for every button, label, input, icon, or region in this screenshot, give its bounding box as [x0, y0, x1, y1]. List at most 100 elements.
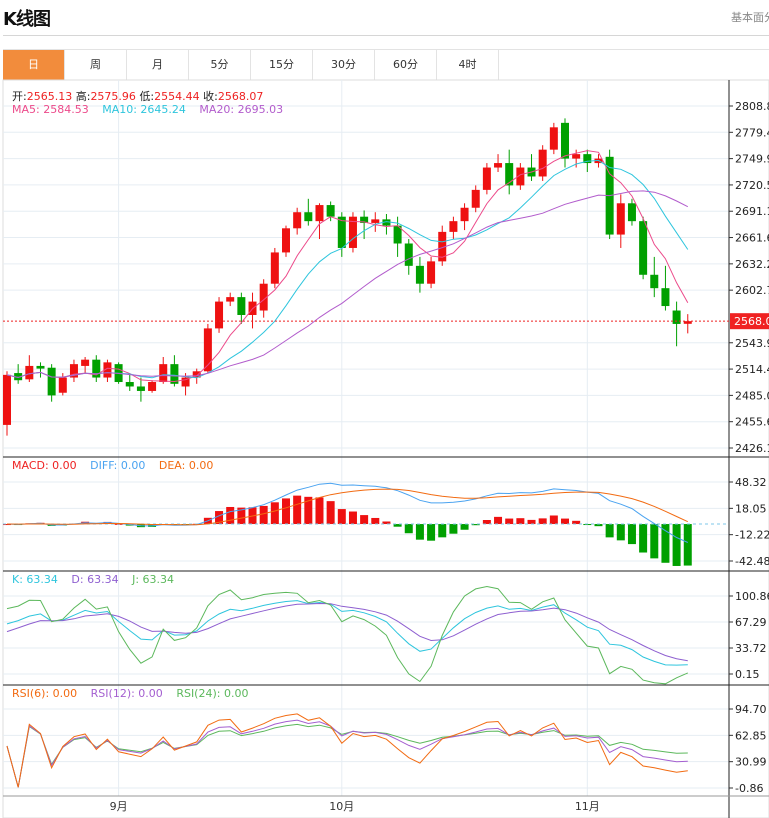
- macd-histogram-bar: [538, 518, 547, 525]
- candle-body: [449, 221, 458, 232]
- rsi-tick-label: 30.99: [735, 756, 767, 769]
- candle-body: [237, 297, 246, 315]
- price-tick-label: 2808.86: [735, 100, 769, 113]
- macd-histogram-bar: [505, 518, 514, 525]
- ohlc-legend: 开:2565.13 高:2575.96 低:2554.44 收:2568.07: [12, 88, 263, 104]
- rsi6-value: RSI(6): 0.00: [12, 687, 78, 700]
- macd-histogram-bar: [605, 524, 614, 538]
- candle-body: [494, 163, 503, 168]
- tab-day[interactable]: 日: [3, 50, 65, 80]
- macd-histogram-bar: [3, 524, 11, 526]
- macd-legend: MACD: 0.00 DIFF: 0.00 DEA: 0.00: [12, 459, 213, 472]
- macd-tick-label: -42.48: [735, 555, 769, 568]
- macd-histogram-bar: [393, 524, 402, 527]
- candle-body: [348, 216, 357, 248]
- macd-histogram-bar: [683, 524, 692, 566]
- candle-body: [661, 288, 670, 307]
- kdj-tick-label: 0.15: [735, 668, 760, 681]
- candle-body: [616, 203, 625, 235]
- price-tick-label: 2485.04: [735, 389, 769, 402]
- candle-body: [650, 274, 659, 289]
- macd-histogram-bar: [304, 496, 313, 525]
- candle-body: [549, 127, 558, 150]
- candle-body: [415, 265, 424, 284]
- rsi-tick-label: -0.86: [735, 782, 763, 795]
- candle-body: [170, 364, 179, 384]
- macd-histogram-bar: [527, 519, 536, 525]
- macd-tick-label: 18.05: [735, 502, 767, 515]
- open-value: 2565.13: [26, 90, 73, 103]
- tab-30min[interactable]: 30分: [313, 50, 375, 80]
- tab-4hour[interactable]: 4时: [437, 50, 499, 80]
- fundamentals-link[interactable]: 基本面分: [731, 11, 769, 24]
- macd-histogram-bar: [639, 524, 648, 553]
- rsi-tick-label: 62.85: [735, 729, 767, 742]
- candle-body: [471, 189, 480, 208]
- candle-body: [181, 377, 190, 387]
- rsi-tick-label: 94.70: [735, 703, 767, 716]
- macd-histogram-bar: [449, 524, 458, 534]
- candle-body: [393, 225, 402, 244]
- macd-histogram-bar: [348, 511, 357, 525]
- tab-month[interactable]: 月: [127, 50, 189, 80]
- price-tick-label: 2779.42: [735, 126, 769, 139]
- candle-body: [326, 205, 335, 217]
- macd-histogram-bar: [404, 524, 413, 534]
- macd-histogram-bar: [516, 518, 525, 525]
- candle-body: [159, 364, 168, 383]
- candle-body: [337, 216, 346, 248]
- candle-body: [639, 221, 648, 275]
- macd-histogram-bar: [572, 520, 581, 525]
- candle-body: [282, 228, 290, 253]
- k-value: K: 63.34: [12, 573, 58, 586]
- ma10-line: [6, 159, 689, 379]
- candle-body: [125, 382, 134, 387]
- macd-value: MACD: 0.00: [12, 459, 77, 472]
- macd-histogram-bar: [494, 516, 503, 525]
- price-tick-label: 2661.67: [735, 232, 769, 245]
- ma5-value: MA5: 2584.53: [12, 103, 89, 116]
- price-tick-label: 2749.98: [735, 153, 769, 166]
- macd-tick-label: 48.32: [735, 476, 767, 489]
- macd-histogram-bar: [226, 506, 235, 525]
- candle-body: [516, 167, 525, 186]
- tab-week[interactable]: 周: [65, 50, 127, 80]
- macd-histogram-bar: [460, 524, 469, 530]
- rsi12-line: [6, 719, 688, 788]
- macd-histogram-bar: [661, 524, 670, 563]
- kdj-tick-label: 100.86: [735, 590, 769, 603]
- macd-histogram-bar: [371, 517, 380, 525]
- chart-frame: [2, 79, 769, 818]
- candle-body: [382, 219, 391, 226]
- candle-body: [438, 231, 447, 262]
- candle-body: [69, 364, 78, 378]
- macd-histogram-bar: [482, 520, 491, 525]
- kdj-legend: K: 63.34 D: 63.34 J: 63.34: [12, 573, 174, 586]
- close-value: 2568.07: [217, 90, 264, 103]
- candle-body: [81, 359, 90, 366]
- d-line: [6, 602, 688, 662]
- macd-histogram-bar: [415, 524, 424, 540]
- price-tick-label: 2455.60: [735, 416, 769, 429]
- header-divider: [3, 35, 769, 36]
- macd-histogram-bar: [438, 524, 447, 538]
- candle-body: [192, 371, 201, 378]
- candle-body: [360, 216, 369, 223]
- tab-5min[interactable]: 5分: [189, 50, 251, 80]
- candle-body: [3, 374, 11, 425]
- macd-histogram-bar: [594, 524, 603, 527]
- macd-histogram-bar: [270, 502, 279, 525]
- candle-body: [427, 261, 436, 284]
- tab-60min[interactable]: 60分: [375, 50, 437, 80]
- candle-body: [460, 207, 469, 222]
- rsi24-value: RSI(24): 0.00: [176, 687, 249, 700]
- macd-histogram-bar: [259, 505, 268, 525]
- kdj-tick-label: 67.29: [735, 616, 767, 629]
- tab-15min[interactable]: 15分: [251, 50, 313, 80]
- period-tabs: 日 周 月 5分 15分 30分 60分 4时: [3, 49, 769, 81]
- macd-histogram-bar: [382, 521, 391, 525]
- candle-body: [482, 167, 491, 190]
- macd-histogram-bar: [561, 518, 569, 525]
- dea-line: [6, 488, 689, 526]
